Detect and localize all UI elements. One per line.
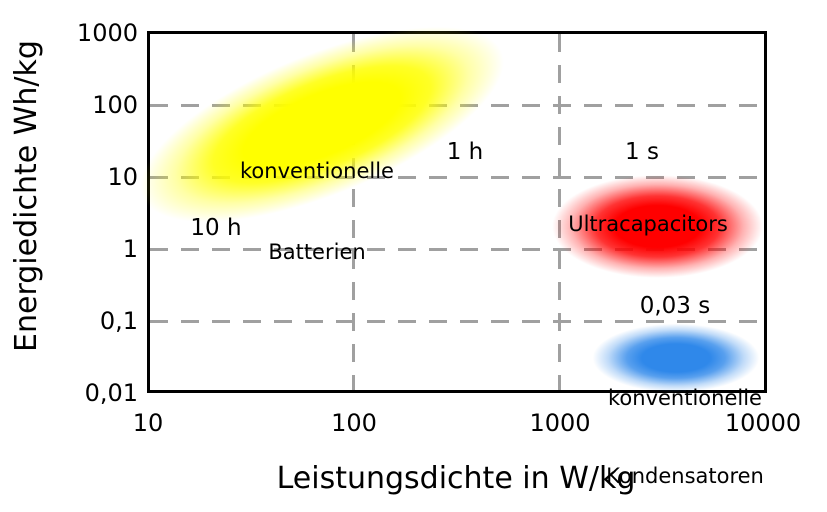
x-tick-100: 100: [331, 409, 377, 437]
region-ultracapacitors-label: Ultracapacitors: [568, 212, 728, 236]
region-ultracapacitors-blob: [550, 174, 765, 279]
plot-area: konventionelle Batterien Ultracapacitors…: [109, 0, 767, 488]
gridline-h-10: [150, 176, 764, 179]
region-capacitors-label: konventionelle Kondensatoren: [535, 333, 827, 512]
region-capacitors-blob: [591, 323, 761, 393]
region-capacitors-label-line1: konventionelle: [608, 386, 762, 410]
x-tick-10000: 10000: [724, 409, 802, 437]
region-capacitors-label-line2: Kondensatoren: [606, 464, 764, 488]
annotation-1h: 1 h: [446, 139, 484, 165]
gridline-v-100: [352, 34, 355, 390]
region-batteries-label-line1: konventionelle: [240, 159, 394, 183]
y-tick-0-1: 0,1: [99, 307, 138, 335]
annotation-0-03s: 0,03 s: [639, 293, 711, 319]
x-tick-1000: 1000: [529, 409, 591, 437]
y-axis-title: Energiedichte Wh/kg: [9, 40, 44, 352]
y-tick-0-01: 0,01: [84, 379, 138, 407]
x-axis-title: Leistungsdichte in W/kg: [276, 461, 636, 496]
x-tick-10: 10: [132, 409, 164, 437]
region-batteries-label: konventionelle Batterien: [167, 104, 467, 320]
region-batteries-label-line2: Batterien: [268, 240, 366, 264]
y-tick-100: 100: [92, 91, 138, 119]
annotation-10h: 10 h: [190, 215, 242, 241]
gridline-h-1: [150, 248, 764, 251]
y-tick-1000: 1000: [76, 19, 138, 47]
annotation-1s: 1 s: [625, 139, 659, 165]
y-tick-1: 1: [122, 235, 138, 263]
gridline-h-0-1: [150, 320, 764, 323]
y-tick-10: 10: [107, 163, 138, 191]
